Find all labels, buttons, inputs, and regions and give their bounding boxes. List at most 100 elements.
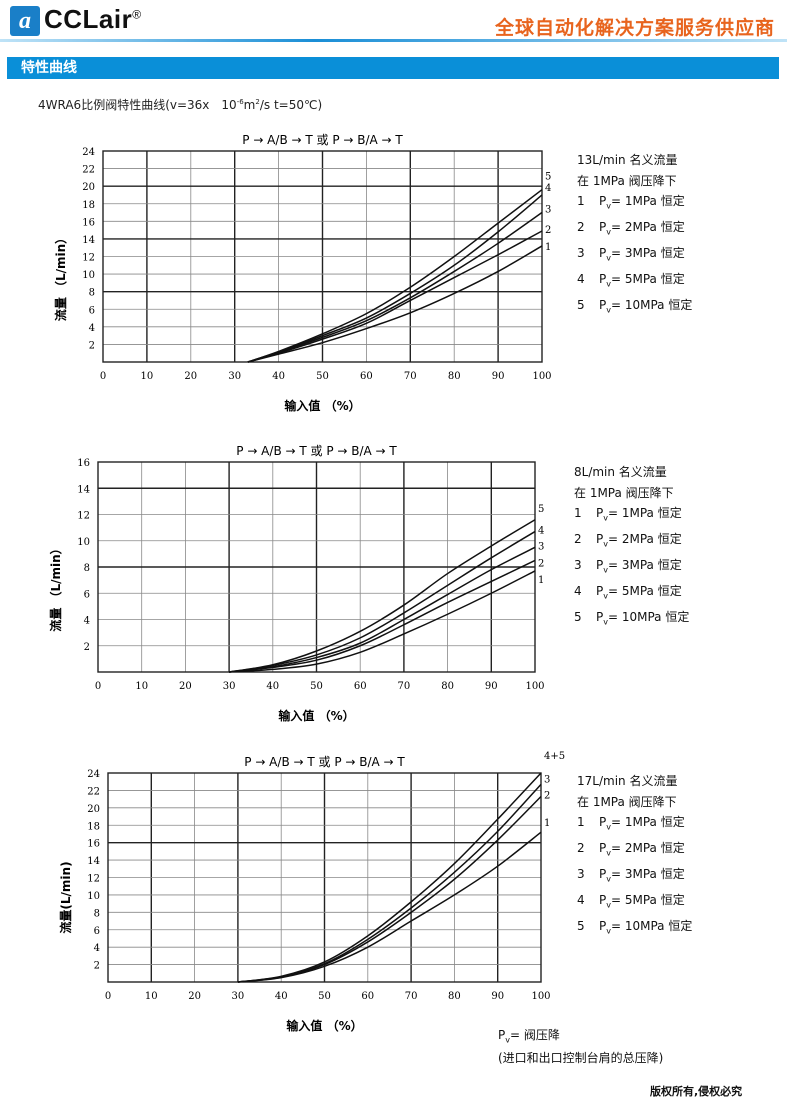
- chart-3: 0 10 20 30 40 50 60 70 80 90 100246810121416182022…: [58, 751, 565, 1033]
- chart-title: P → A/B → T 或 P → B/A → T: [236, 444, 397, 458]
- legend-item: 4 Pv= 5MPa 恒定: [577, 890, 692, 916]
- legend-text: = 3MPa 恒定: [610, 245, 685, 260]
- y-tick-label: 4: [89, 323, 95, 334]
- x-tick-label: 30: [228, 371, 241, 382]
- legend-text: = 2MPa 恒定: [610, 840, 685, 855]
- series-end-label: 1: [544, 818, 550, 829]
- legend-item: 5 Pv= 10MPa 恒定: [577, 916, 692, 942]
- series-end-label: 2: [538, 558, 544, 569]
- legend-2: 8L/min 名义流量在 1MPa 阀压降下 1 Pv= 1MPa 恒定 2 Pv= 2…: [574, 462, 689, 632]
- x-tick-label: 90: [492, 371, 505, 382]
- y-tick-label: 24: [82, 147, 95, 158]
- y-tick-label: 4: [84, 616, 90, 627]
- plot-frame: [107, 772, 542, 983]
- caption-unit: m: [243, 98, 256, 112]
- legend-subscript: v: [606, 227, 611, 237]
- legend-num: 5: [577, 918, 585, 933]
- legend-symbol: P: [599, 892, 607, 907]
- series-end-label: 3: [538, 541, 544, 552]
- y-tick-label: 14: [82, 235, 95, 246]
- series-end-label: 2: [544, 791, 550, 802]
- legend-subscript: v: [606, 848, 611, 858]
- series-end-label: 4+5: [544, 751, 565, 762]
- y-tick-label: 12: [87, 874, 100, 885]
- x-axis-label: 输入值 （%）: [286, 1018, 362, 1033]
- legend-item: 4 Pv= 5MPa 恒定: [577, 269, 692, 295]
- legend-subscript: v: [603, 616, 608, 626]
- y-tick-label: 8: [94, 908, 100, 919]
- x-tick-label: 10: [145, 991, 158, 1002]
- legend-heading: 8L/min 名义流量: [574, 465, 667, 479]
- series-curve-5: [247, 189, 543, 363]
- x-tick-label: 100: [531, 991, 550, 1002]
- legend-subheading: 在 1MPa 阀压降下: [574, 485, 674, 500]
- plot-frame: [102, 150, 543, 363]
- x-tick-label: 80: [448, 371, 461, 382]
- x-tick-label: 20: [179, 681, 192, 692]
- series-curve-1: [229, 570, 536, 673]
- legend-subheading: 在 1MPa 阀压降下: [577, 794, 677, 809]
- legend-subscript: v: [603, 539, 608, 549]
- y-tick-label: 20: [87, 804, 100, 815]
- y-tick-label: 2: [89, 340, 95, 351]
- legend-item: 5 Pv= 10MPa 恒定: [574, 607, 689, 633]
- legend-subscript: v: [606, 279, 611, 289]
- legend-item: 4 Pv= 5MPa 恒定: [574, 581, 689, 607]
- caption-suffix: /s t=50℃): [259, 98, 323, 112]
- x-tick-label: 60: [354, 681, 367, 692]
- x-tick-label: 0: [95, 681, 101, 692]
- series-curve-1: [247, 245, 543, 363]
- x-tick-label: 30: [223, 681, 236, 692]
- series-curve-5: [228, 519, 536, 673]
- x-tick-label: 10: [135, 681, 148, 692]
- series-end-label: 4: [538, 526, 544, 537]
- x-tick-label: 80: [448, 991, 461, 1002]
- note-line1: = 阀压降: [509, 1028, 560, 1042]
- legend-text: = 5MPa 恒定: [610, 271, 685, 286]
- legend-symbol: P: [596, 609, 604, 624]
- legend-item: 2 Pv= 2MPa 恒定: [577, 838, 692, 864]
- legend-text: = 5MPa 恒定: [610, 892, 685, 907]
- x-tick-label: 70: [398, 681, 411, 692]
- y-tick-label: 24: [87, 769, 100, 780]
- chart-title: P → A/B → T 或 P → B/A → T: [244, 755, 405, 769]
- y-tick-label: 12: [82, 253, 95, 264]
- y-tick-label: 14: [87, 856, 100, 867]
- logo-icon: a: [10, 6, 40, 36]
- caption-exp: -6: [236, 98, 244, 106]
- series-end-label: 5: [538, 504, 544, 515]
- x-tick-label: 100: [532, 371, 551, 382]
- legend-symbol: P: [596, 531, 604, 546]
- y-tick-label: 6: [89, 305, 95, 316]
- legend-num: 3: [574, 557, 582, 572]
- x-tick-label: 10: [141, 371, 154, 382]
- x-tick-label: 60: [360, 371, 373, 382]
- legend-subscript: v: [603, 513, 608, 523]
- legend-num: 4: [577, 271, 585, 286]
- caption-exp2: 2: [255, 98, 260, 106]
- logo-name: CCLair: [44, 4, 133, 34]
- legend-text: = 3MPa 恒定: [607, 557, 682, 572]
- x-tick-label: 20: [184, 371, 197, 382]
- legend-num: 3: [577, 245, 585, 260]
- legend-subscript: v: [606, 253, 611, 263]
- x-axis-label: 输入值 （%）: [278, 708, 354, 723]
- legend-symbol: P: [599, 815, 607, 829]
- legend-num: 5: [577, 297, 585, 312]
- x-tick-label: 50: [310, 681, 323, 692]
- slogan: 全球自动化解决方案服务供应商: [494, 17, 775, 39]
- series-curve-4+5: [237, 772, 542, 983]
- section-header: 特性曲线: [7, 57, 779, 79]
- y-tick-label: 10: [77, 537, 90, 548]
- legend-subscript: v: [606, 304, 611, 314]
- caption-prefix: 4WRA6比例阀特性曲线(v=36x 10: [38, 98, 237, 112]
- legend-symbol: P: [599, 866, 607, 881]
- y-tick-label: 10: [87, 891, 100, 902]
- legend-symbol: P: [599, 918, 607, 933]
- y-tick-label: 18: [87, 821, 100, 832]
- x-tick-label: 90: [491, 991, 504, 1002]
- x-tick-label: 70: [405, 991, 418, 1002]
- x-tick-label: 20: [188, 991, 201, 1002]
- legend-subscript: v: [603, 565, 608, 575]
